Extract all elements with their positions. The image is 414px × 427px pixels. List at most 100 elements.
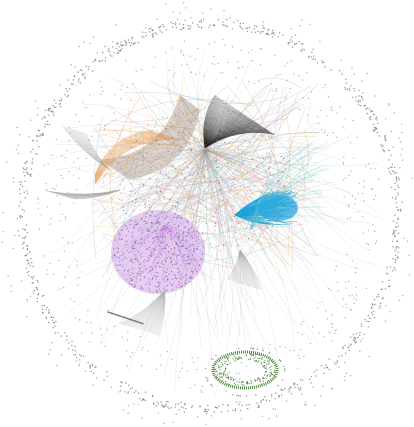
node (302, 321, 304, 323)
node (310, 56, 312, 58)
node (151, 255, 153, 257)
node (240, 211, 242, 213)
node (226, 357, 228, 359)
node (200, 27, 203, 29)
node (220, 373, 223, 375)
node (168, 273, 171, 275)
node (46, 206, 48, 208)
node (129, 223, 131, 225)
node (280, 394, 283, 396)
edge (134, 177, 320, 205)
clusters (111, 195, 298, 390)
node (37, 208, 39, 210)
node (373, 198, 375, 200)
node (171, 288, 174, 291)
node (179, 371, 181, 373)
node (157, 403, 160, 405)
node (174, 236, 176, 238)
node (152, 291, 154, 294)
node (262, 127, 265, 129)
node (202, 246, 205, 248)
node (317, 122, 320, 125)
node (355, 299, 358, 301)
edge (151, 149, 206, 161)
node (393, 232, 395, 234)
node (91, 332, 93, 334)
node (168, 176, 170, 178)
node (159, 233, 161, 235)
node (53, 273, 55, 275)
node (269, 372, 271, 374)
node (286, 79, 288, 81)
node (403, 237, 405, 239)
edge (55, 143, 206, 151)
node (113, 248, 115, 250)
node (39, 134, 41, 136)
node (372, 224, 374, 226)
node (256, 25, 258, 28)
node (60, 335, 62, 337)
node (146, 229, 148, 231)
node (379, 302, 382, 305)
node (271, 396, 273, 398)
node (220, 366, 222, 368)
node (156, 184, 158, 187)
node (272, 132, 274, 134)
node (366, 107, 368, 109)
node (175, 263, 177, 265)
node (175, 227, 177, 229)
node (397, 232, 400, 234)
node (238, 403, 240, 405)
edge (204, 149, 307, 239)
node (131, 200, 133, 203)
node (131, 42, 133, 44)
node (261, 415, 263, 417)
edge (204, 149, 250, 312)
node (151, 226, 153, 228)
node (299, 349, 302, 351)
edge (64, 149, 206, 276)
node (232, 178, 235, 181)
node (149, 206, 151, 209)
node (272, 225, 274, 227)
node (343, 375, 346, 378)
node (55, 102, 57, 105)
node (178, 287, 180, 289)
node (102, 90, 104, 92)
node (29, 119, 32, 121)
node (114, 239, 116, 241)
node (133, 391, 136, 394)
node (100, 93, 102, 95)
node (267, 156, 269, 158)
node (153, 253, 155, 255)
node (127, 391, 130, 393)
node (239, 357, 241, 359)
node (168, 172, 170, 174)
node (215, 370, 217, 373)
node (189, 263, 191, 265)
node (265, 370, 268, 373)
node (362, 99, 364, 101)
node (253, 233, 256, 235)
node (22, 247, 24, 249)
edge (204, 139, 326, 151)
node (128, 281, 130, 283)
node (30, 151, 32, 153)
node (249, 353, 251, 356)
node (224, 367, 226, 369)
node (178, 281, 180, 283)
node (159, 242, 162, 244)
node (191, 357, 193, 359)
edge (197, 66, 209, 151)
node (249, 358, 252, 360)
node (262, 380, 265, 382)
node (290, 39, 292, 41)
node (220, 135, 222, 137)
node (378, 178, 380, 180)
node (271, 29, 274, 32)
node (167, 406, 169, 408)
node (281, 171, 283, 173)
edge (204, 142, 337, 164)
node (135, 258, 137, 260)
node (126, 227, 128, 229)
